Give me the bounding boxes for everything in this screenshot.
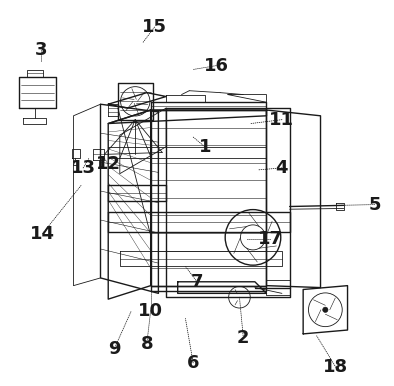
Text: 2: 2 xyxy=(237,329,249,347)
Text: 18: 18 xyxy=(323,359,349,376)
Text: 15: 15 xyxy=(142,18,167,36)
Text: 12: 12 xyxy=(96,155,121,173)
Text: 16: 16 xyxy=(204,57,229,74)
Text: 13: 13 xyxy=(71,159,96,177)
Circle shape xyxy=(323,307,328,312)
Text: 9: 9 xyxy=(108,340,120,358)
Text: 5: 5 xyxy=(368,196,381,213)
Text: 14: 14 xyxy=(30,225,55,242)
Text: 7: 7 xyxy=(191,273,203,291)
Text: 6: 6 xyxy=(187,354,199,372)
Text: 3: 3 xyxy=(34,41,47,59)
Text: 17: 17 xyxy=(258,230,283,248)
Text: 10: 10 xyxy=(138,302,163,320)
Text: 8: 8 xyxy=(141,335,153,352)
Text: 4: 4 xyxy=(276,159,288,177)
Text: 1: 1 xyxy=(199,138,211,156)
Text: 11: 11 xyxy=(269,111,294,129)
